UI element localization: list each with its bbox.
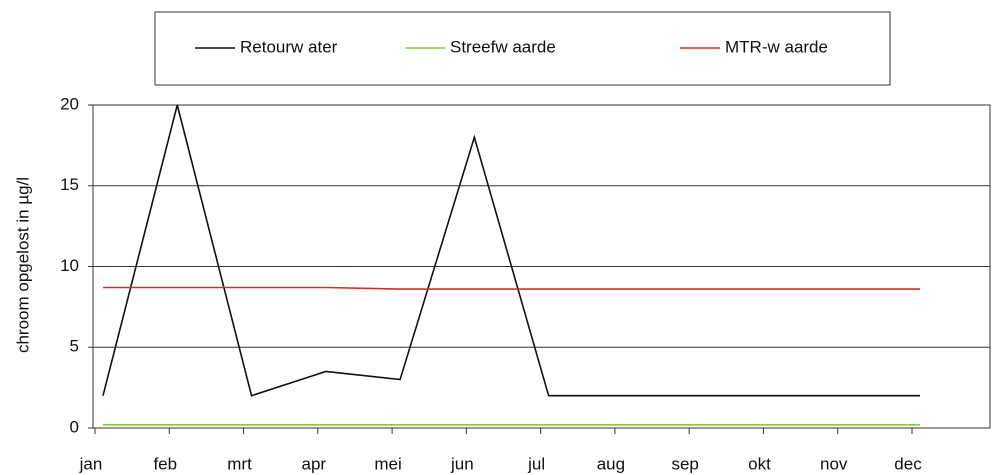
- x-tick-label: mei: [374, 454, 401, 473]
- x-tick-label: sep: [671, 454, 698, 473]
- y-tick-label: 10: [60, 256, 79, 275]
- series-line: [102, 104, 920, 397]
- x-tick-label: mrt: [227, 454, 252, 473]
- y-tick-label: 5: [70, 337, 79, 356]
- legend-label: Streefw aarde: [450, 37, 556, 56]
- y-tick-label: 0: [70, 417, 79, 436]
- legend-label: MTR-w aarde: [725, 37, 828, 56]
- y-tick-label: 15: [60, 175, 79, 194]
- y-axis-label: chroom opgelost in µg/l: [13, 177, 32, 353]
- legend-box: [154, 11, 891, 86]
- y-tick-label: 20: [60, 94, 79, 113]
- x-tick-label: jul: [527, 454, 545, 473]
- x-tick-label: jun: [450, 454, 474, 473]
- x-tick-label: aug: [597, 454, 625, 473]
- x-tick-label: apr: [302, 454, 327, 473]
- legend-label: Retourw ater: [240, 37, 338, 56]
- x-tick-label: dec: [894, 454, 922, 473]
- x-tick-label: nov: [820, 454, 848, 473]
- x-tick-label: feb: [153, 454, 177, 473]
- series-line: [103, 286, 920, 290]
- x-tick-label: jan: [79, 454, 103, 473]
- x-tick-label: okt: [748, 454, 771, 473]
